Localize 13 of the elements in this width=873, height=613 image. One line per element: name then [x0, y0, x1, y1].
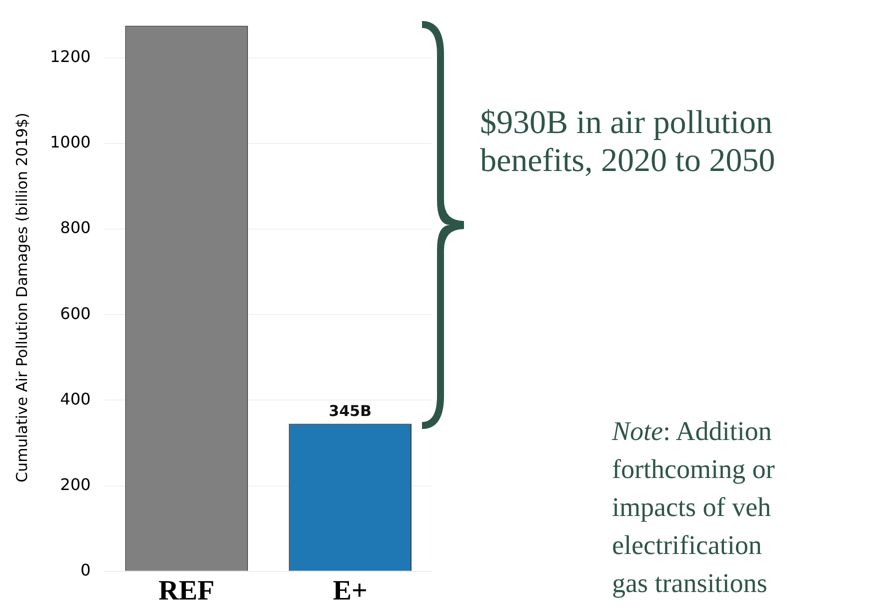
y-tick-label: 600 [60, 304, 91, 323]
y-tick-label: 0 [80, 560, 91, 580]
data-label: 345B [328, 402, 372, 420]
text: $930B in air pollution benefits, 2020 to 2050 [480, 104, 776, 180]
y-tick-label: 800 [60, 218, 91, 238]
text: Note: Addition forthcoming or impacts of veh electrification gas transitions [612, 415, 775, 600]
x-tick-label: E+ [332, 575, 368, 606]
y-tick-label: 200 [60, 474, 91, 494]
y-tick-label: 1000 [50, 132, 91, 152]
y-tick-label: 400 [60, 389, 91, 408]
y-axis-title: Cumulative Air Pollution Damages (billion 2019$) [12, 112, 31, 482]
x-tick-label: REF [158, 575, 215, 606]
y-tick-label: 1200 [50, 46, 91, 66]
